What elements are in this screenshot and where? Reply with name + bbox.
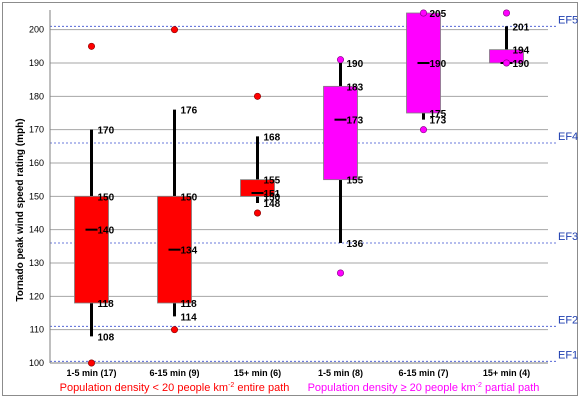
y-tick-label-100: 100	[29, 358, 44, 368]
ef-reference-lines: EF1 EF2 EF3 EF4 EF5	[50, 14, 578, 362]
data-label: 150	[264, 192, 281, 203]
data-label: 150	[98, 192, 115, 203]
outlier-point	[336, 56, 344, 64]
data-label: 155	[264, 176, 281, 187]
data-label: 114	[181, 312, 198, 323]
outlier-point	[419, 9, 427, 17]
data-label: 118	[181, 299, 198, 310]
y-tick-label-150: 150	[29, 191, 44, 201]
y-tick-label-200: 200	[29, 25, 44, 35]
gridlines	[50, 29, 548, 364]
data-label: 190	[347, 59, 364, 70]
data-label: 151	[264, 189, 281, 200]
data-label: 194	[513, 46, 530, 57]
y-tick-label-140: 140	[29, 225, 44, 235]
data-label: 155	[347, 176, 364, 187]
data-label: 134	[181, 246, 198, 257]
y-tick-label-120: 120	[29, 291, 44, 301]
outlier-point	[88, 42, 96, 50]
x-category-label: 6-15 min (7)	[398, 368, 448, 378]
iqr-box	[323, 85, 358, 181]
outlier-point	[336, 269, 344, 277]
data-label: 183	[347, 82, 364, 93]
y-tick-label-180: 180	[29, 91, 44, 101]
data-label: 118	[98, 299, 115, 310]
iqr-box	[74, 195, 109, 304]
x-category-label: 6-15 min (9)	[149, 368, 199, 378]
data-label: 173	[347, 116, 364, 127]
x-category-label: 1-5 min (17)	[66, 368, 116, 378]
data-label: 168	[264, 132, 281, 143]
data-label: 170	[98, 126, 115, 137]
reference-label-ef5: EF5	[558, 14, 578, 26]
outlier-point	[502, 59, 510, 67]
group-label: Population density < 20 people km-2 enti…	[60, 382, 290, 394]
group-label: Population density ≥ 20 people km-2 part…	[308, 382, 540, 394]
x-category-label: 15+ min (6)	[234, 368, 281, 378]
y-tick-label-160: 160	[29, 158, 44, 168]
y-tick-label-130: 130	[29, 258, 44, 268]
boxes	[74, 9, 524, 367]
outlier-point	[88, 359, 96, 367]
data-label: 150	[181, 192, 198, 203]
reference-label-ef2: EF2	[558, 314, 578, 326]
y-axis-label: Tornado peak wind speed rating (mph)	[15, 118, 26, 301]
data-label: 205	[430, 9, 447, 20]
outlier-point	[171, 26, 179, 34]
data-label: 136	[347, 239, 364, 250]
outlier-point	[254, 209, 262, 217]
y-tick-label-190: 190	[29, 58, 44, 68]
reference-label-ef4: EF4	[558, 131, 578, 143]
x-category-label: 15+ min (4)	[483, 368, 530, 378]
axes: 100 110 120 130 140 150 160 170 180 190 200 1-5 min…	[29, 10, 548, 394]
data-labels: 1701501401181081761501341181141681551511…	[98, 9, 530, 343]
data-label: 108	[98, 332, 115, 343]
data-label: 173	[430, 116, 447, 127]
data-label: 190	[513, 59, 530, 70]
reference-label-ef3: EF3	[558, 231, 578, 243]
outlier-point	[171, 326, 179, 334]
outlier-point	[419, 126, 427, 134]
data-label: 140	[98, 226, 115, 237]
data-label: 201	[513, 22, 530, 33]
y-tick-label-110: 110	[30, 325, 44, 335]
outlier-point	[502, 9, 510, 17]
outlier-point	[254, 92, 262, 100]
data-label: 148	[264, 199, 281, 210]
reference-label-ef1: EF1	[558, 349, 578, 361]
iqr-box	[240, 179, 275, 197]
y-tick-label-170: 170	[29, 125, 44, 135]
data-label: 175	[430, 109, 447, 120]
x-category-label: 1-5 min (8)	[318, 368, 363, 378]
data-label: 190	[430, 59, 447, 70]
data-label: 176	[181, 106, 198, 117]
